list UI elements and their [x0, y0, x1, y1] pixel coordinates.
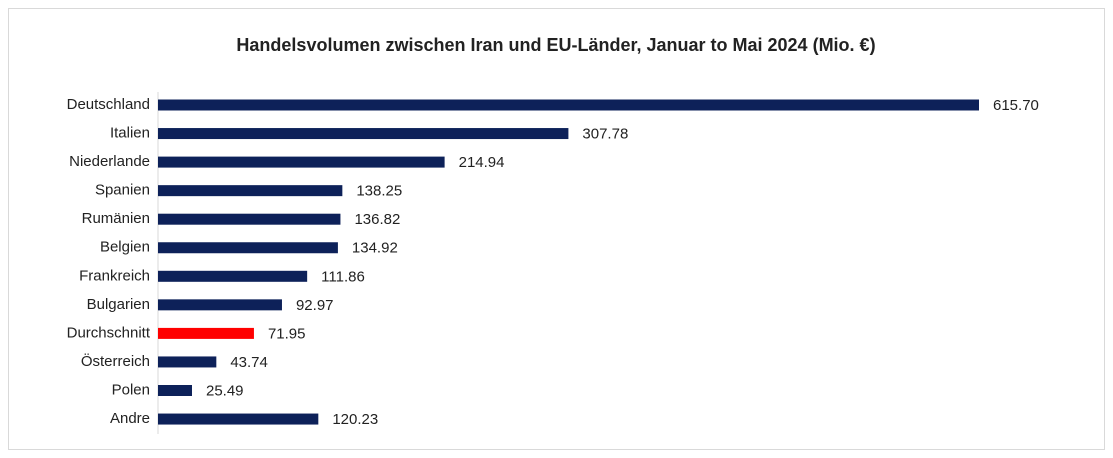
- y-tick-label: Andre: [110, 410, 150, 427]
- y-tick-label: Spanien: [95, 182, 150, 199]
- data-label: 120.23: [332, 411, 378, 428]
- data-label: 615.70: [993, 97, 1039, 114]
- y-tick-label: Niederlande: [69, 153, 150, 170]
- bar: [158, 327, 254, 339]
- data-label: 43.74: [230, 354, 268, 371]
- bar: [158, 99, 979, 111]
- chart-border: [8, 8, 1105, 450]
- bar: [158, 270, 308, 282]
- y-tick-label: Rumänien: [82, 210, 150, 227]
- y-tick-label: Bulgarien: [87, 296, 150, 313]
- data-label: 134.92: [352, 240, 398, 257]
- bar: [158, 356, 217, 368]
- y-tick-label: Österreich: [81, 352, 150, 370]
- data-label: 25.49: [206, 382, 244, 399]
- chart-title: Handelsvolumen zwischen Iran und EU-Länd…: [236, 35, 875, 55]
- y-tick-label: Belgien: [100, 239, 150, 256]
- data-label: 92.97: [296, 297, 334, 314]
- bar: [158, 156, 445, 168]
- data-label: 71.95: [268, 325, 306, 342]
- y-tick-label: Italien: [110, 125, 150, 142]
- bar: [158, 242, 338, 254]
- data-label: 111.86: [321, 268, 365, 285]
- bar: [158, 213, 341, 225]
- data-label: 136.82: [354, 211, 400, 228]
- y-tick-label: Durchschnitt: [67, 324, 151, 341]
- y-tick-label: Frankreich: [79, 267, 150, 284]
- bar: [158, 385, 192, 396]
- bar: [158, 128, 569, 140]
- data-label: 307.78: [582, 126, 628, 143]
- y-tick-label: Deutschland: [67, 96, 150, 113]
- y-tick-label: Polen: [112, 381, 150, 398]
- bar: [158, 413, 319, 425]
- bar: [158, 185, 343, 197]
- bar: [158, 299, 282, 311]
- data-label: 138.25: [356, 183, 402, 200]
- data-label: 214.94: [459, 154, 505, 171]
